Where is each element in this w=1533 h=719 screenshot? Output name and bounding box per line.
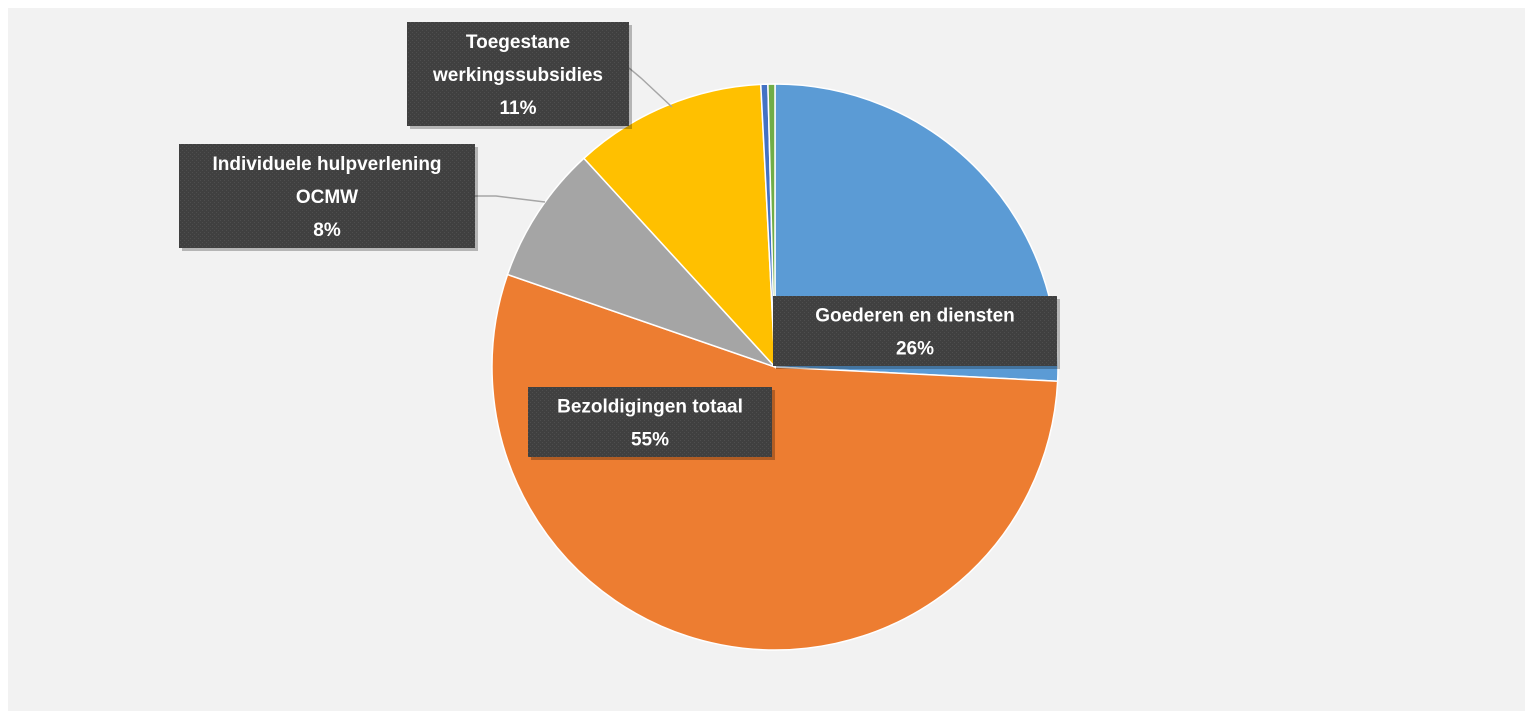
pie-chart: Goederen en diensten 26% Bezoldigingen tot… [179,22,1060,651]
data-label-box [773,296,1057,366]
data-label-category: Individuele hulpverlening [212,154,441,175]
data-label-category: OCMW [296,187,358,208]
data-label-1: Bezoldigingen totaal 55% [528,387,775,460]
data-label-percent: 26% [896,339,934,360]
data-label-percent: 55% [631,430,669,451]
chart-area: Goederen en diensten 26% Bezoldigingen tot… [8,8,1525,711]
pie-slice-3 [582,83,776,370]
data-label-category: Toegestane [466,32,570,53]
data-label-category: Bezoldigingen totaal [557,397,743,418]
data-label-0: Goederen en diensten 26% [773,296,1060,369]
data-labels: Goederen en diensten 26% Bezoldigingen tot… [179,22,1060,460]
data-label-category: Goederen en diensten [815,306,1015,327]
data-label-percent: 8% [313,220,341,241]
data-label-2: Individuele hulpverlening OCMW 8% [179,144,478,251]
data-label-box [528,387,772,457]
pie-slice-1 [491,273,1059,651]
data-label-percent: 11% [500,98,537,119]
pie-slice-2 [506,157,776,368]
data-label-box [407,22,629,126]
leader-lines [475,67,673,203]
leader-line-2 [475,195,546,203]
data-label-3: Toegestane werkingssubsidies 11% [407,22,632,129]
leader-line-3 [628,67,673,108]
data-label-category: werkingssubsidies [432,65,603,86]
data-label-box [179,144,475,248]
